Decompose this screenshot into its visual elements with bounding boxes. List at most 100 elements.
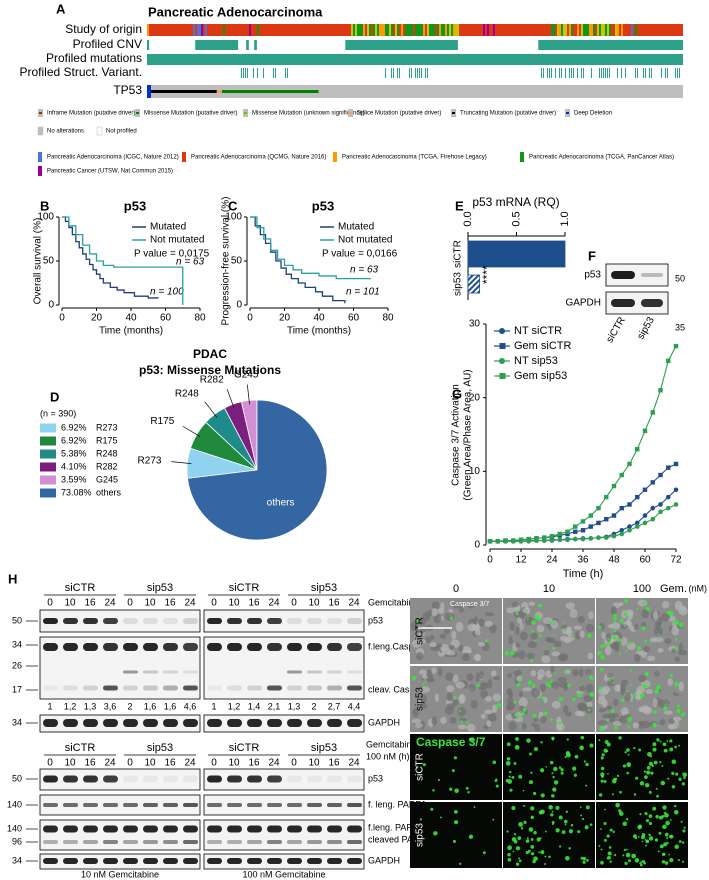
band xyxy=(347,775,362,783)
apoptotic-cell xyxy=(519,715,522,718)
apoptotic-cell xyxy=(514,668,517,671)
study-cell xyxy=(159,24,161,36)
apoptotic-cell xyxy=(631,853,637,859)
apoptotic-cell xyxy=(654,688,660,694)
cell xyxy=(508,636,513,645)
band xyxy=(287,670,302,674)
study-cell xyxy=(269,24,271,36)
apoptotic-cell xyxy=(612,681,615,684)
cell xyxy=(625,609,634,617)
study-cell xyxy=(525,24,527,36)
study-cell xyxy=(409,24,411,36)
study-cell xyxy=(189,24,191,36)
survival-curve xyxy=(250,216,371,280)
lane-label: 16 xyxy=(328,758,340,769)
apoptotic-cell xyxy=(674,810,679,815)
point xyxy=(634,520,640,526)
study-cell xyxy=(539,24,541,36)
apoptotic-cell xyxy=(666,841,669,845)
apoptotic-cell xyxy=(507,779,513,784)
study-cell xyxy=(247,24,249,36)
apoptotic-cell xyxy=(661,860,666,864)
apoptotic-cell xyxy=(675,638,678,641)
study-cell xyxy=(489,24,491,36)
apoptotic-cell xyxy=(624,598,629,604)
apoptotic-cell xyxy=(492,818,495,821)
apoptotic-cell xyxy=(507,845,512,851)
study-cell xyxy=(163,24,165,36)
apoptotic-cell xyxy=(453,695,457,700)
band xyxy=(327,643,342,651)
point xyxy=(565,529,570,534)
apoptotic-cell xyxy=(530,815,534,820)
study-cell xyxy=(261,24,263,36)
apoptotic-cell xyxy=(642,601,647,605)
apoptotic-cell xyxy=(606,742,611,747)
study-cell xyxy=(371,24,373,36)
study-cell xyxy=(165,24,167,36)
point xyxy=(604,494,609,500)
point xyxy=(642,520,648,526)
study-cell xyxy=(181,24,183,36)
band xyxy=(143,618,158,624)
cell xyxy=(433,613,442,624)
study-cell xyxy=(231,24,233,36)
band xyxy=(183,670,198,674)
sv-cell xyxy=(651,68,652,78)
study-cell xyxy=(457,24,459,36)
sv-cell xyxy=(409,68,410,78)
study-cell xyxy=(671,24,673,36)
apoptotic-cell xyxy=(459,862,462,865)
study-cell xyxy=(313,24,315,36)
cell xyxy=(426,678,436,683)
apoptotic-cell xyxy=(468,737,474,742)
mw-label: 50 xyxy=(12,615,22,625)
study-cell xyxy=(627,24,629,36)
study-cell xyxy=(229,24,231,36)
study-cell xyxy=(577,24,579,36)
cell xyxy=(672,716,682,722)
sv-cell xyxy=(635,68,636,78)
point xyxy=(588,536,594,541)
cell xyxy=(526,652,535,660)
band xyxy=(163,840,178,844)
x-tick-label: 40 xyxy=(125,313,137,324)
band xyxy=(83,840,98,844)
apoptotic-cell xyxy=(482,851,486,855)
apoptotic-cell xyxy=(507,857,512,862)
apoptotic-cell xyxy=(468,834,474,839)
band xyxy=(227,840,242,844)
apoptotic-cell xyxy=(611,793,615,796)
study-cell xyxy=(431,24,433,36)
cell xyxy=(452,601,461,609)
cnv-segment xyxy=(147,40,150,50)
apoptotic-cell xyxy=(641,840,644,843)
apoptotic-cell xyxy=(597,650,602,655)
cell xyxy=(578,685,586,692)
lane-label: 16 xyxy=(328,598,340,609)
apoptotic-cell xyxy=(553,766,558,772)
column-label: 10 xyxy=(543,583,555,595)
study-cell xyxy=(507,24,509,36)
point xyxy=(518,537,524,543)
cell xyxy=(519,631,528,641)
study-cell xyxy=(581,24,583,36)
point xyxy=(565,531,570,537)
apoptotic-cell xyxy=(668,853,670,856)
study-cell xyxy=(541,24,543,36)
legend-label: Not profiled xyxy=(106,129,137,135)
apoptotic-cell xyxy=(618,809,622,813)
cell xyxy=(610,642,620,649)
study-cell xyxy=(259,24,261,36)
apoptotic-cell xyxy=(558,766,562,769)
cell xyxy=(484,612,495,617)
tp53-missense xyxy=(222,90,319,93)
point xyxy=(673,487,679,493)
apoptotic-cell xyxy=(666,837,669,839)
blot xyxy=(39,819,201,851)
apoptotic-cell xyxy=(624,861,628,866)
apoptotic-cell xyxy=(518,774,523,779)
band xyxy=(143,803,158,807)
study-cell xyxy=(373,24,375,36)
cell xyxy=(477,618,485,627)
